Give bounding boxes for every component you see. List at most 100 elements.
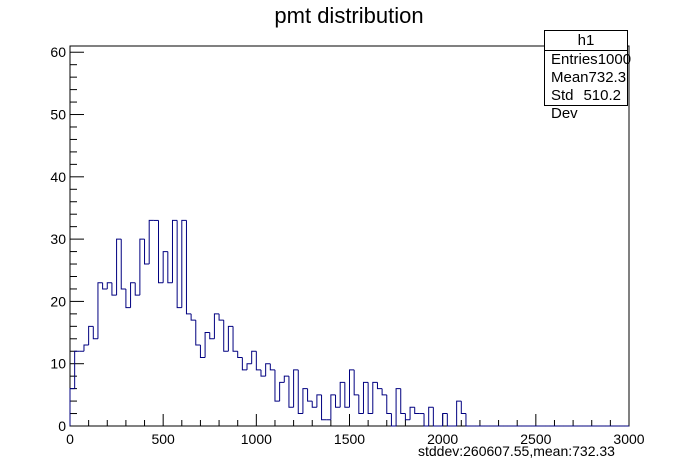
- stats-mean-label: Mean: [551, 69, 589, 86]
- x-tick-label: 1000: [241, 431, 272, 447]
- y-tick-label: 50: [50, 107, 66, 123]
- stats-entries-label: Entries: [551, 51, 598, 68]
- chart-title: pmt distribution: [274, 3, 424, 28]
- stats-histogram-name: h1: [545, 31, 627, 51]
- stats-stddev-label: Std Dev: [551, 87, 578, 122]
- histogram-bin: [134, 282, 140, 296]
- histogram-bin: [335, 394, 341, 408]
- histogram-bin: [120, 239, 126, 290]
- stats-entries-value: 1000: [597, 51, 632, 68]
- x-tick-label: 3000: [613, 431, 644, 447]
- histogram-bin: [190, 313, 196, 321]
- histogram-bin: [148, 219, 154, 265]
- histogram-bin: [456, 400, 462, 426]
- histogram-bin: [442, 413, 448, 426]
- stats-mean-value: 732.3: [588, 69, 627, 86]
- histogram-bin: [307, 388, 313, 402]
- y-tick-label: 0: [58, 418, 66, 434]
- histogram-bin: [344, 382, 350, 408]
- histogram-bin: [255, 351, 261, 371]
- y-tick-label: 60: [50, 44, 66, 60]
- histogram-bin: [293, 369, 299, 408]
- histogram-bin: [223, 320, 229, 352]
- histogram-bin: [395, 388, 401, 426]
- histogram-bin: [106, 282, 112, 289]
- histogram-bin: [400, 388, 406, 415]
- histogram-bin: [353, 369, 359, 396]
- histogram-bin: [265, 363, 271, 377]
- histogram-bin: [414, 407, 420, 415]
- histogram-bin: [199, 345, 206, 358]
- histogram-bin: [111, 282, 117, 296]
- histogram-bin: [97, 282, 103, 339]
- y-tick-label: 10: [50, 356, 66, 372]
- histogram-bin: [102, 282, 108, 290]
- stats-row-mean: Mean 732.3: [545, 69, 627, 87]
- histogram-bin: [69, 388, 75, 426]
- histogram-bin: [158, 220, 164, 284]
- histogram-bin: [465, 413, 471, 427]
- histogram-bin: [185, 220, 192, 315]
- histogram-bin: [349, 369, 355, 408]
- histogram-bin: [274, 369, 280, 402]
- histogram-bin: [139, 238, 145, 296]
- histogram-bin: [362, 381, 369, 414]
- histogram-bin: [460, 401, 466, 415]
- histogram-bin: [74, 350, 80, 389]
- x-tick-label: 2500: [520, 431, 551, 447]
- footer-summary: stddev:260607.55,mean:732.33: [418, 443, 615, 459]
- histogram-bin: [204, 332, 210, 358]
- stats-row-stddev: Std Dev 510.2: [545, 87, 627, 122]
- stats-stddev-value: 510.2: [583, 87, 621, 104]
- histogram-bin: [367, 382, 373, 415]
- x-tick-label: 500: [151, 431, 175, 447]
- histogram-bin: [209, 332, 215, 340]
- histogram-bin: [330, 394, 336, 420]
- histogram-bin: [83, 344, 89, 352]
- histogram-bin: [171, 219, 178, 283]
- histogram-bin: [283, 375, 289, 383]
- histogram-bin: [428, 406, 434, 426]
- y-tick-label: 30: [50, 231, 66, 247]
- histogram-bin: [246, 363, 252, 370]
- histogram-bin: [381, 388, 387, 396]
- histogram-bin: [302, 388, 308, 414]
- histogram-bin: [409, 406, 415, 420]
- histogram-bin: [423, 413, 429, 427]
- histogram-bin: [125, 288, 131, 309]
- histogram-bin: [144, 239, 150, 265]
- histogram-bin: [432, 407, 439, 427]
- x-tick-label: 0: [66, 431, 74, 447]
- histogram-bin: [232, 326, 238, 352]
- stats-box: h1 Entries 1000 Mean 732.3 Std Dev 510.2: [544, 30, 632, 122]
- histogram-bin: [176, 220, 182, 309]
- histogram-bin: [251, 350, 257, 364]
- x-tick-label: 1500: [334, 431, 365, 447]
- histogram-bin: [218, 313, 224, 321]
- histogram-bin: [279, 381, 285, 402]
- histogram-bin: [339, 381, 345, 408]
- histogram-bin: [390, 413, 397, 427]
- y-tick-label: 20: [50, 293, 66, 309]
- histogram-bin: [386, 394, 392, 415]
- histogram-bin: [260, 369, 266, 377]
- histogram-bin: [376, 382, 383, 390]
- histogram-bin: [288, 376, 294, 408]
- histogram-bin: [130, 282, 136, 308]
- histogram-bin: [358, 394, 364, 415]
- histogram-bin: [321, 394, 327, 421]
- histogram-bin: [116, 238, 122, 296]
- histogram-bin: [241, 357, 248, 371]
- histogram-bin: [167, 251, 173, 284]
- histogram-bin: [181, 219, 187, 308]
- histogram-bin: [237, 351, 243, 358]
- histogram-bin: [404, 413, 411, 421]
- histogram-bin: [195, 320, 201, 346]
- histogram-bin: [269, 363, 275, 371]
- histogram-bin: [88, 325, 94, 346]
- y-tick-label: 40: [50, 169, 66, 185]
- histogram-bin: [311, 401, 317, 408]
- histogram-bin: [316, 394, 322, 408]
- histogram-bin: [372, 381, 378, 414]
